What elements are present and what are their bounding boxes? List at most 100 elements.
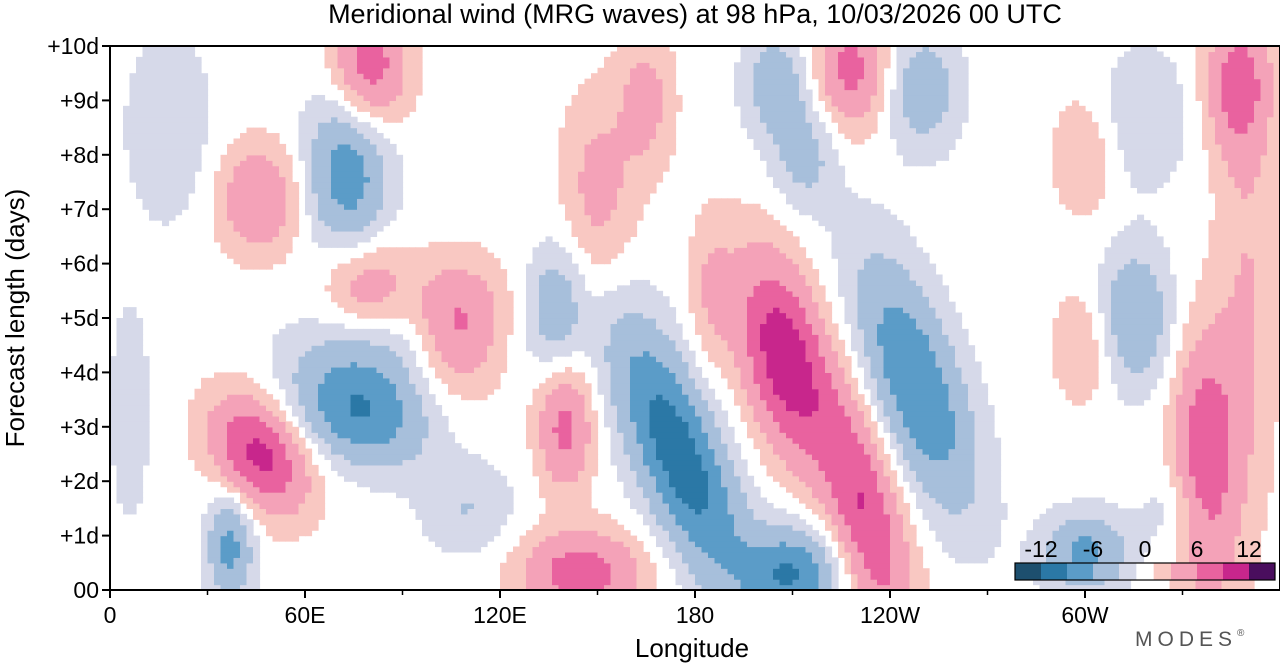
contour-cell (656, 176, 664, 183)
contour-cell (246, 209, 254, 216)
contour-cell (558, 143, 566, 150)
contour-cell (500, 513, 508, 520)
contour-cell (246, 584, 254, 590)
contour-cell (565, 111, 573, 118)
contour-cell (682, 573, 690, 580)
contour-cell (357, 133, 365, 140)
contour-cell (604, 160, 612, 167)
contour-cell (253, 475, 261, 482)
contour-cell (422, 247, 430, 254)
contour-cell (136, 464, 144, 471)
contour-cell (539, 481, 547, 488)
contour-cell (422, 307, 430, 314)
contour-cell (506, 486, 514, 493)
contour-cell (435, 492, 443, 499)
contour-cell (363, 383, 371, 390)
contour-cell (545, 274, 553, 281)
contour-cell (116, 334, 124, 341)
contour-cell (279, 481, 287, 488)
contour-cell (363, 51, 371, 58)
contour-cell (389, 421, 397, 428)
contour-cell (383, 432, 391, 439)
contour-cell (409, 470, 417, 477)
contour-cell (331, 138, 339, 145)
contour-cell (285, 524, 293, 531)
contour-cell (578, 421, 586, 428)
contour-cell (363, 214, 371, 221)
contour-cell (266, 230, 274, 237)
contour-cell (480, 519, 488, 526)
contour-cell (552, 285, 560, 292)
contour-cell (259, 394, 267, 401)
contour-cell (201, 133, 209, 140)
contour-cell (181, 160, 189, 167)
contour-cell (214, 470, 222, 477)
contour-cell (474, 339, 482, 346)
contour-cell (454, 502, 462, 509)
contour-cell (214, 405, 222, 412)
contour-cell (253, 410, 261, 417)
contour-cell (565, 502, 573, 509)
contour-cell (617, 475, 625, 482)
contour-cell (292, 339, 300, 346)
contour-cell (604, 220, 612, 227)
contour-cell (565, 198, 573, 205)
contour-cell (318, 127, 326, 134)
contour-cell (565, 290, 573, 297)
contour-cell (155, 192, 163, 199)
contour-cell (233, 160, 241, 167)
contour-cell (610, 220, 618, 227)
contour-cell (129, 497, 137, 504)
contour-cell (617, 562, 625, 569)
contour-cell (240, 230, 248, 237)
contour-cell (532, 290, 540, 297)
contour-cell (350, 328, 358, 335)
contour-cell (376, 105, 384, 112)
contour-cell (383, 209, 391, 216)
contour-cell (597, 133, 605, 140)
contour-cell (181, 192, 189, 199)
contour-cell (298, 323, 306, 330)
contour-cell (220, 530, 228, 537)
contour-cell (214, 225, 222, 232)
contour-cell (610, 225, 618, 232)
contour-cell (266, 415, 274, 422)
contour-cell (448, 241, 456, 248)
contour-cell (409, 105, 417, 112)
contour-cell (630, 361, 638, 368)
contour-cell (305, 182, 313, 189)
contour-cell (168, 127, 176, 134)
contour-cell (324, 356, 332, 363)
contour-cell (649, 307, 657, 314)
contour-cell (480, 318, 488, 325)
contour-cell (649, 116, 657, 123)
contour-cell (344, 443, 352, 450)
contour-cell (526, 562, 534, 569)
contour-cell (526, 334, 534, 341)
contour-cell (526, 405, 534, 412)
contour-cell (207, 415, 215, 422)
contour-cell (311, 383, 319, 390)
contour-cell (266, 154, 274, 161)
contour-cell (422, 497, 430, 504)
contour-cell (545, 551, 553, 558)
contour-cell (331, 334, 339, 341)
contour-cell (610, 149, 618, 156)
contour-cell (220, 230, 228, 237)
contour-cell (545, 497, 553, 504)
contour-cell (253, 486, 261, 493)
contour-cell (422, 328, 430, 335)
contour-cell (604, 105, 612, 112)
contour-cell (649, 530, 657, 537)
contour-cell (331, 51, 339, 58)
contour-cell (201, 116, 209, 123)
contour-cell (383, 187, 391, 194)
contour-cell (656, 100, 664, 107)
contour-cell (584, 535, 592, 542)
contour-cell (623, 481, 631, 488)
contour-cell (123, 105, 131, 112)
contour-cell (539, 345, 547, 352)
contour-cell (220, 421, 228, 428)
contour-cell (136, 318, 144, 325)
contour-cell (545, 269, 553, 276)
